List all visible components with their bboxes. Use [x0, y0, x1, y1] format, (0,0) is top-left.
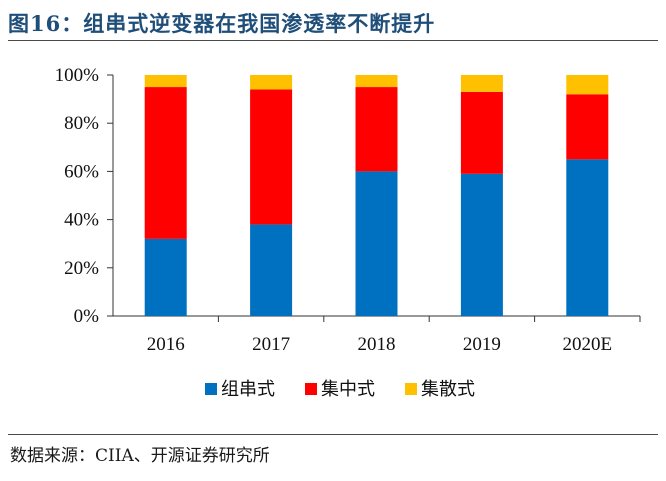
chart-legend: 组串式 集中式 集散式	[205, 379, 475, 400]
bar-segment-0-2020E	[566, 159, 609, 316]
y-tick-label: 40%	[64, 210, 99, 231]
bar-segment-1-2019	[460, 91, 503, 174]
legend-swatch	[205, 383, 217, 395]
bar-segment-1-2018	[355, 87, 398, 172]
y-tick-label: 20%	[64, 258, 99, 279]
stacked-bar-chart: 0%20%40%60%80%100%2016 2017 2018 2019 2020E …	[55, 65, 641, 400]
data-source: 数据来源：CIIA、开源证券研究所	[10, 446, 270, 466]
bar-segment-1-2017	[250, 89, 293, 225]
bar-segment-2-2016	[144, 75, 187, 88]
x-tick-label: 2017	[252, 334, 290, 355]
legend-swatch	[305, 383, 317, 395]
chart-axes: 0% 20% 40% 60% 80% 100% 2016 2017 2018 2019 2020E	[55, 65, 641, 355]
bar-segment-0-2017	[250, 224, 293, 316]
legend-label: 集散式	[421, 379, 475, 400]
x-tick-label: 2019	[463, 334, 501, 355]
legend-swatch	[405, 383, 417, 395]
bar-segment-0-2016	[144, 238, 187, 316]
chart-title: 图16：组串式逆变器在我国渗透率不断提升	[8, 11, 436, 36]
bar-segment-2-2018	[355, 75, 398, 88]
legend-item: 集中式	[305, 379, 375, 400]
bar-segment-0-2019	[460, 173, 503, 316]
bar-segment-2-2017	[250, 75, 293, 90]
legend-label: 集中式	[321, 379, 375, 400]
x-tick-label: 2018	[358, 334, 396, 355]
y-tick-label: 80%	[64, 113, 99, 134]
bar-segment-1-2020E	[566, 94, 609, 160]
y-tick-label: 0%	[74, 306, 100, 327]
title-divider	[8, 40, 658, 41]
bar-segment-0-2018	[355, 171, 398, 316]
x-tick-label: 2020E	[562, 334, 612, 355]
legend-item: 组串式	[205, 379, 275, 400]
bar-segment-2-2020E	[566, 75, 609, 95]
legend-item: 集散式	[405, 379, 475, 400]
chart-bars	[144, 75, 609, 316]
bar-segment-2-2019	[460, 75, 503, 92]
source-divider	[8, 434, 658, 435]
y-tick-label: 100%	[55, 65, 100, 86]
bar-segment-1-2016	[144, 87, 187, 239]
legend-label: 组串式	[221, 379, 275, 400]
y-tick-label: 60%	[64, 161, 99, 182]
x-tick-label: 2016	[147, 334, 185, 355]
